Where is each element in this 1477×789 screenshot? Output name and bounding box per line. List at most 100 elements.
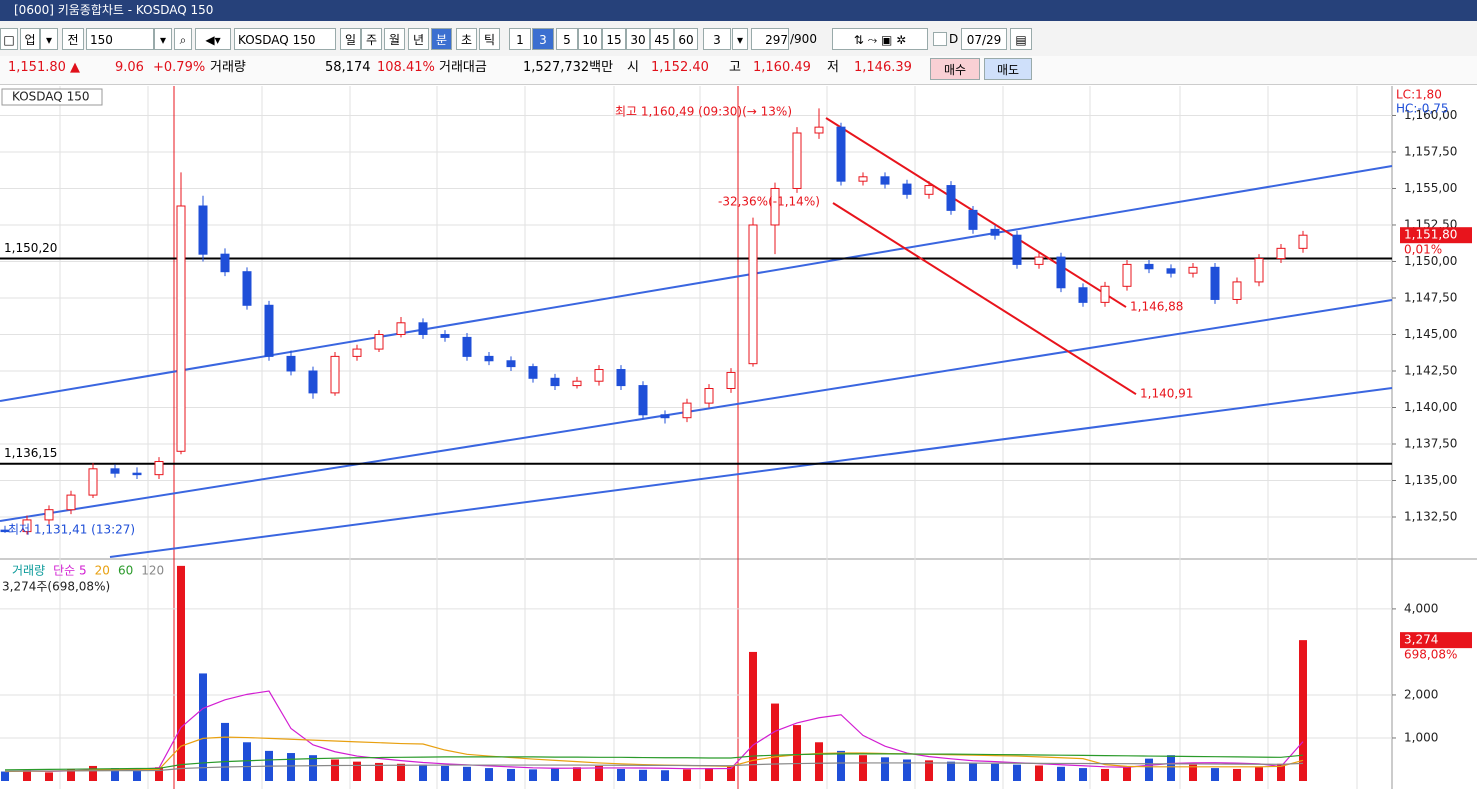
last-box	[1400, 227, 1472, 244]
volume-bar	[485, 768, 493, 781]
y-tick-label: 1,145,00	[1404, 327, 1457, 341]
volume-label: 거래량	[210, 60, 246, 75]
code-input[interactable]: 150	[86, 28, 154, 50]
period-button[interactable]: 년	[408, 28, 429, 50]
volume-bar	[771, 703, 779, 781]
volume-bar	[331, 759, 339, 781]
last-box	[1400, 632, 1472, 649]
period-button[interactable]: 15	[602, 28, 626, 50]
candle-body	[572, 380, 582, 387]
candle-body	[616, 369, 626, 387]
checkbox[interactable]	[933, 32, 947, 46]
calendar-button[interactable]: ▤	[1010, 28, 1032, 50]
channel-line	[832, 202, 1137, 396]
candle-body	[242, 271, 252, 306]
volume-bar	[243, 742, 251, 781]
period-button[interactable]: 10	[578, 28, 602, 50]
period-button[interactable]: 틱	[479, 28, 500, 50]
period-button[interactable]: 5	[556, 28, 578, 50]
ma-line	[4, 753, 1304, 771]
y-tick-label: 1,000	[1404, 730, 1438, 744]
amount-label: 거래대금	[439, 60, 487, 75]
volume-bar	[353, 761, 361, 781]
candle-body	[638, 385, 648, 416]
candle-body	[374, 333, 384, 350]
volume-bar	[199, 673, 207, 781]
volume-bar	[309, 755, 317, 781]
volume-bar	[45, 772, 53, 781]
period-button[interactable]: 일	[340, 28, 361, 50]
date-input[interactable]: 07/29	[961, 28, 1007, 50]
candle-body	[286, 355, 296, 372]
candle-body	[462, 336, 472, 357]
bars-max: /900	[790, 32, 817, 46]
search-button[interactable]: ⌕	[174, 28, 192, 50]
volume-bar	[573, 767, 581, 781]
candle-body	[418, 322, 428, 335]
ma-line	[4, 762, 1304, 772]
volume-bar	[177, 565, 185, 781]
y-tick-label: 1,132,50	[1404, 509, 1457, 523]
volume-bar	[793, 725, 801, 781]
candle-body	[1276, 247, 1286, 260]
change: 9.06	[115, 60, 144, 75]
low: 1,146.39	[854, 60, 912, 75]
period-button[interactable]: 주	[361, 28, 382, 50]
volume-bar	[1189, 764, 1197, 781]
y-tick-label: 1,150,00	[1404, 254, 1457, 268]
period-button[interactable]: 월	[384, 28, 405, 50]
volume-bar	[859, 755, 867, 781]
scope-button[interactable]: 전	[62, 28, 84, 50]
low-label: 저	[827, 60, 839, 75]
candle-body	[858, 176, 868, 182]
icon-button[interactable]: □	[0, 28, 18, 50]
period-button[interactable]: 60	[674, 28, 698, 50]
candle-body	[1254, 258, 1264, 283]
volume-pct: 108.41%	[377, 60, 435, 75]
low-note: 최저 1,131,41 (13:27)	[8, 523, 135, 537]
candle-body	[330, 355, 340, 394]
candle-body	[968, 209, 978, 230]
candle-body	[902, 183, 912, 195]
name-input[interactable]: KOSDAQ 150	[234, 28, 336, 50]
dropdown[interactable]: ▾	[154, 28, 172, 50]
candle-body	[484, 355, 494, 362]
market-button[interactable]: 업	[20, 28, 40, 50]
volume-bar	[67, 768, 75, 781]
period-button[interactable]: 분	[431, 28, 452, 50]
bars-input[interactable]: 297	[751, 28, 789, 50]
volume-bar	[419, 764, 427, 781]
volume-bar	[1035, 765, 1043, 781]
period-button[interactable]: 초	[456, 28, 477, 50]
buy-button[interactable]: 매수	[930, 58, 980, 80]
legend-entry: 60	[118, 564, 133, 578]
volume-bar	[1167, 755, 1175, 781]
candle-body	[528, 366, 538, 379]
candle-body	[1034, 256, 1044, 265]
candle-body	[550, 377, 560, 387]
volume-bar	[617, 768, 625, 781]
period-button[interactable]: 1	[509, 28, 531, 50]
period-button[interactable]: 30	[626, 28, 650, 50]
nav-button[interactable]: ◀▾	[195, 28, 231, 50]
sell-button[interactable]: 매도	[984, 58, 1032, 80]
volume-bar	[89, 765, 97, 781]
volume-bar	[23, 770, 31, 781]
y-tick-label: 1,140,00	[1404, 400, 1457, 414]
lc-label: LC:1,80	[1396, 88, 1442, 102]
legend-entry: 20	[95, 564, 110, 578]
window-title: [0600] 키움종합차트 - KOSDAQ 150	[14, 3, 214, 17]
volume-bar	[1123, 766, 1131, 781]
count-input[interactable]: 3	[703, 28, 731, 50]
volume-bar	[903, 759, 911, 781]
dropdown[interactable]: ▾	[732, 28, 748, 50]
period-button[interactable]: 45	[650, 28, 674, 50]
candle-body	[44, 509, 54, 521]
dropdown[interactable]: ▾	[40, 28, 58, 50]
tool-buttons[interactable]: ⇅ ⤳ ▣ ✲	[832, 28, 928, 50]
period-button[interactable]: 3	[532, 28, 554, 50]
candle-body	[1100, 285, 1110, 303]
volume-bar	[1233, 768, 1241, 781]
volume-bar	[287, 753, 295, 781]
